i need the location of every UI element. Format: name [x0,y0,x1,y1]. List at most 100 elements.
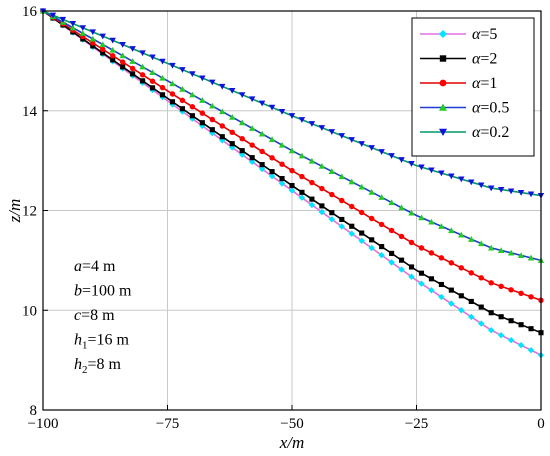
data-point [517,252,525,258]
data-point [209,79,216,86]
parameter-symbol: h [74,356,82,373]
y-tick-label: 10 [22,303,37,319]
data-point [169,62,176,69]
data-point [488,310,494,316]
data-point [159,84,166,91]
data-point [110,57,116,63]
data-point [498,283,504,290]
data-point [368,145,375,151]
data-point [278,108,286,115]
data-point [129,65,136,72]
data-point [497,186,505,193]
data-point [79,25,87,31]
data-point [89,29,96,36]
legend-value: =1 [480,75,497,92]
data-point [428,276,434,282]
legend-symbol: α [472,51,481,68]
data-point [458,307,465,314]
legend-marker [439,79,447,87]
x-tick-label: −25 [405,416,428,432]
data-point [319,203,325,209]
data-point [179,108,186,115]
data-point [408,161,415,167]
data-point [497,247,505,253]
data-point [369,237,375,243]
data-point [418,270,425,276]
data-point [468,298,474,304]
data-point [328,216,336,223]
data-point [219,108,226,115]
data-point [478,240,485,247]
legend-item: α=2 [420,51,497,68]
data-point [518,290,524,297]
data-point [129,58,136,64]
parameter-line: h2=8 m [74,356,122,376]
data-point [318,163,326,169]
data-point [189,91,196,98]
data-point [199,110,206,116]
data-point [299,173,305,180]
data-point [388,153,395,159]
data-point [418,164,425,171]
data-point [328,168,336,174]
legend-symbol: α [472,100,481,117]
legend-label: α=1 [472,75,497,92]
y-tick-label: 14 [22,104,38,120]
data-point [49,12,57,19]
data-point [348,137,355,143]
data-point [458,231,465,238]
data-point [478,320,485,327]
data-point [388,227,395,234]
legend-box [411,17,535,157]
data-point [448,300,455,307]
data-point [338,133,345,139]
data-point [99,33,106,40]
y-tick-label: 12 [22,204,37,220]
legend-value: =0.5 [480,100,509,117]
data-point [120,64,126,70]
data-point [140,78,146,84]
data-point [279,161,285,167]
data-point [139,72,146,78]
data-point [298,152,306,159]
data-point [438,170,445,177]
data-point [518,322,524,328]
data-point [159,74,166,81]
legend-marker [439,55,447,62]
data-point [119,59,126,65]
data-point [90,40,96,46]
data-point [398,233,405,240]
data-point [359,209,365,216]
data-point [389,250,395,256]
parameter-value: =4 m [82,258,116,275]
data-point [348,230,355,237]
data-point [189,71,196,78]
data-point [169,91,176,97]
legend-symbol: α [472,124,481,141]
data-point [339,197,345,204]
data-point [239,135,245,142]
data-point [368,215,375,222]
data-point [468,236,475,242]
data-point [527,254,535,261]
data-point [418,280,425,287]
data-point [338,223,345,230]
parameter-line: c=8 m [74,307,115,324]
data-point [149,78,156,84]
data-point [69,24,77,31]
data-point [349,203,355,210]
data-point [159,58,166,65]
data-point [488,244,495,251]
data-point [398,157,405,163]
data-point [478,182,485,189]
data-point [239,92,246,98]
data-point [329,210,335,216]
data-point [368,244,375,252]
x-tick-label: −75 [156,416,179,432]
data-point [249,155,255,161]
data-point [379,244,385,250]
data-point [269,155,275,161]
data-point [488,327,495,334]
data-point [309,196,315,202]
legend-label: α=0.5 [472,100,509,117]
